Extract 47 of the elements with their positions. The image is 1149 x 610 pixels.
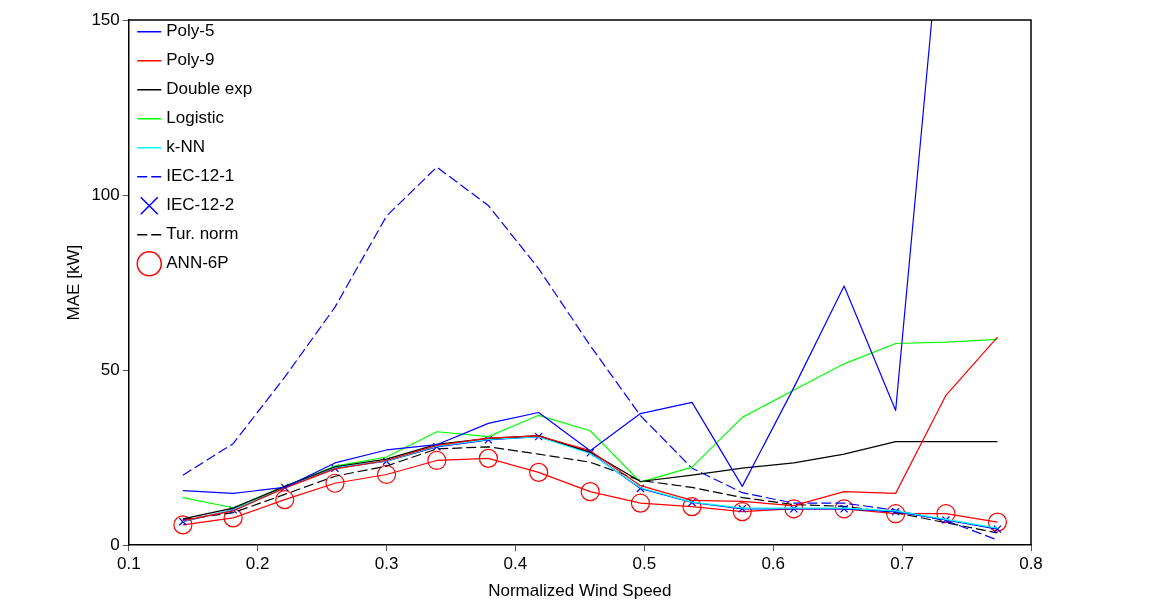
point [432, 442, 441, 451]
point [936, 504, 956, 524]
point [732, 501, 752, 522]
legend-label: IEC-12-1 [166, 166, 235, 186]
x-tick-label: 0.3 [374, 554, 399, 574]
x-tick-label: 0.5 [632, 554, 657, 574]
legend-label: IEC-12-2 [166, 195, 235, 215]
point [534, 432, 543, 441]
y-axis-title: MAE [kW] [63, 244, 83, 321]
point [325, 473, 345, 493]
legend-label: Double exp [166, 79, 253, 99]
x-tick-label: 0.7 [890, 554, 914, 574]
legend-label: Poly-5 [166, 21, 215, 41]
y-tick-label: 100 [91, 184, 120, 204]
point [484, 435, 493, 444]
y-tick-label: 150 [91, 9, 120, 29]
legend-label: k-NN [166, 137, 205, 157]
point [993, 524, 1002, 534]
point [280, 483, 289, 492]
legend-label: ANN-6P [166, 253, 229, 273]
point [636, 484, 645, 493]
point [941, 515, 951, 525]
x-tick-label: 0.1 [116, 554, 141, 574]
x-tick-label: 0.2 [245, 554, 270, 574]
point [529, 462, 549, 482]
x-tick-label: 0.4 [503, 554, 528, 574]
x-tick-label: 0.8 [1019, 554, 1043, 574]
point [376, 464, 397, 485]
x-tick-label: 0.6 [761, 554, 786, 574]
point [427, 450, 447, 471]
point [275, 490, 295, 510]
point [478, 448, 498, 468]
legend-label: Tur. norm [166, 224, 239, 244]
legend-label: Logistic [166, 108, 225, 128]
point [382, 457, 391, 466]
legend-label: Poly-9 [166, 50, 215, 70]
point [173, 515, 193, 535]
y-tick-label: 0 [110, 534, 120, 554]
point [834, 499, 854, 519]
point [682, 497, 702, 517]
point [784, 499, 804, 519]
x-axis-title: Normalized Wind Speed [488, 581, 672, 601]
point [987, 512, 1008, 532]
point [580, 482, 600, 502]
y-tick-label: 50 [100, 359, 120, 379]
point [630, 493, 651, 513]
point [886, 504, 906, 524]
